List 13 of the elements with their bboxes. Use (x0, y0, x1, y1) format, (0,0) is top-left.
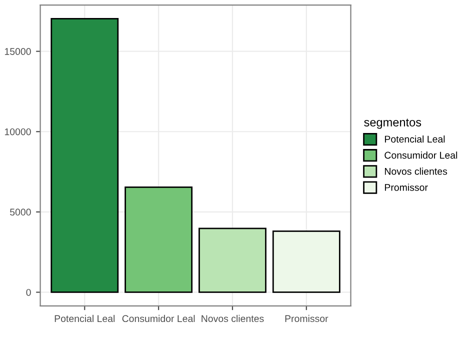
y-tick-label: 15000 (4, 48, 31, 55)
x-tick-label: Novos clientes (202, 314, 264, 322)
y-tick-label: 5000 (10, 208, 31, 216)
x-tick-label: Potencial Leal (54, 314, 115, 322)
legend-label: Novos clientes (384, 168, 448, 175)
x-tick-label: Consumidor Leal (122, 314, 195, 322)
x-tick-label: Promissor (285, 314, 328, 322)
legend-label: Promissor (384, 184, 428, 191)
legend-label: Consumidor Leal (384, 152, 458, 159)
y-tick-label: 0 (26, 288, 31, 296)
legend-label: Potencial Leal (384, 135, 445, 143)
y-tick-label: 10000 (4, 128, 31, 136)
legend-title: segmentos (364, 118, 422, 129)
